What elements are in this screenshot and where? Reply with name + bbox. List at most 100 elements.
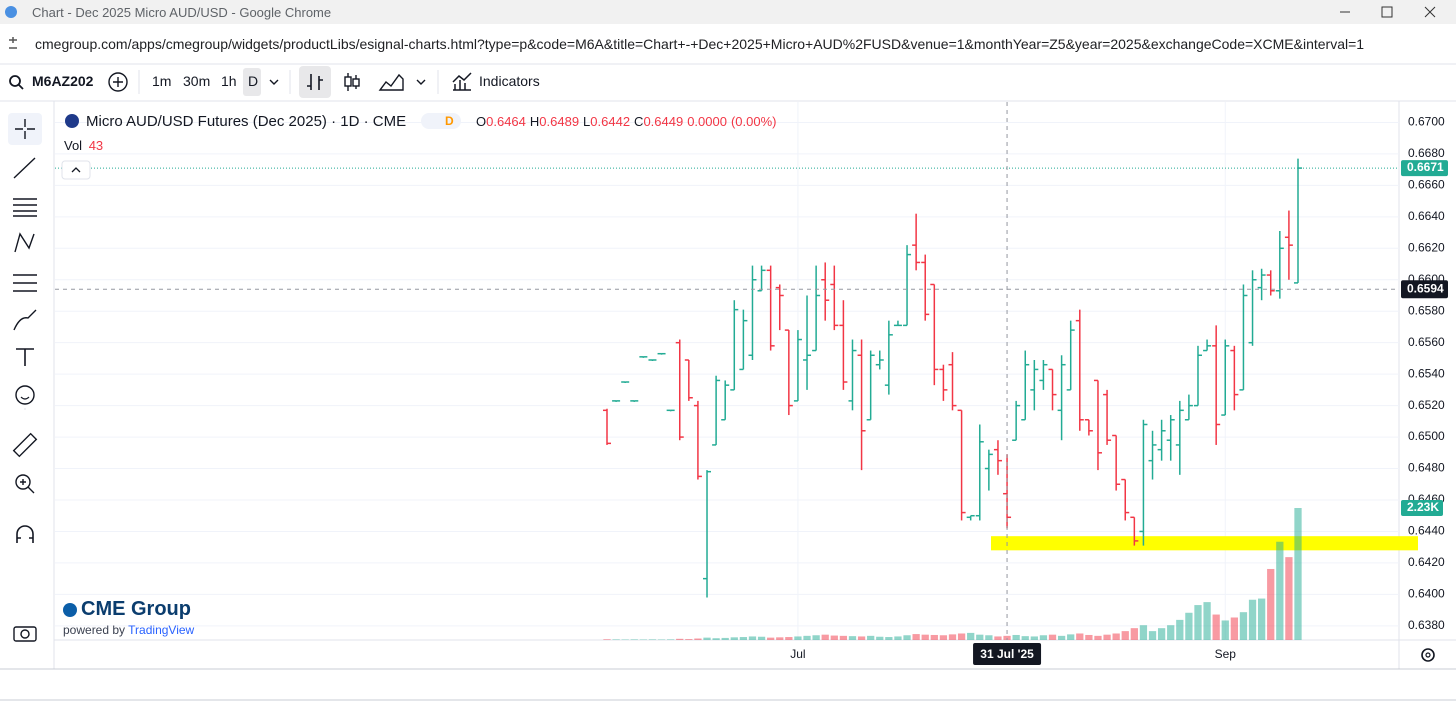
candles-icon bbox=[344, 76, 352, 87]
indicators-icon[interactable] bbox=[452, 72, 472, 91]
pattern-button[interactable] bbox=[14, 232, 35, 253]
address-bar bbox=[0, 24, 1456, 64]
interval[interactable]: 1m bbox=[152, 73, 172, 89]
compare-button[interactable] bbox=[108, 72, 128, 92]
volume-bar bbox=[1112, 633, 1120, 640]
settings-button[interactable] bbox=[1421, 648, 1435, 662]
interval[interactable]: 30m bbox=[183, 73, 211, 89]
ohlc-label: H bbox=[529, 114, 540, 129]
collapse-legend-button[interactable] bbox=[61, 160, 91, 180]
brush-button[interactable] bbox=[13, 309, 37, 331]
search-icon bbox=[18, 84, 24, 90]
volume-bar bbox=[730, 637, 738, 640]
bars-button[interactable] bbox=[299, 66, 331, 98]
volume-bar bbox=[1194, 605, 1202, 640]
y-tick-label: 0.6400 bbox=[1408, 587, 1445, 601]
volume-label: Vol bbox=[64, 138, 83, 153]
fib-button[interactable] bbox=[13, 198, 37, 217]
volume-bar bbox=[1294, 508, 1302, 640]
indicators-button[interactable]: Indicators bbox=[479, 73, 540, 89]
volume-bar bbox=[748, 636, 757, 640]
volume-bar bbox=[867, 635, 875, 640]
prediction-button[interactable] bbox=[13, 274, 37, 292]
volume-bar bbox=[1057, 635, 1066, 640]
settings-icon bbox=[1425, 652, 1431, 658]
zoom-button[interactable] bbox=[15, 474, 31, 490]
volume-bar bbox=[694, 638, 702, 640]
volume-bar bbox=[1248, 599, 1257, 640]
active-interval-bg bbox=[243, 68, 261, 96]
volume-bar bbox=[603, 639, 611, 640]
volume-bar bbox=[1148, 631, 1157, 640]
volume-bar bbox=[939, 635, 948, 640]
search-icon[interactable] bbox=[9, 75, 21, 87]
site-info-icon[interactable] bbox=[9, 37, 17, 49]
volume-bar bbox=[1130, 628, 1138, 640]
crosshair-date-label: 31 Jul '25 bbox=[980, 647, 1034, 661]
close-button[interactable] bbox=[1424, 6, 1436, 18]
volume-bar bbox=[667, 639, 675, 640]
y-tick-label: 0.6640 bbox=[1408, 209, 1445, 223]
volume-bar bbox=[830, 635, 838, 640]
volume-bar bbox=[985, 635, 993, 640]
volume-bar bbox=[1139, 625, 1148, 640]
volume-bar bbox=[776, 637, 784, 640]
cross-icon bbox=[15, 119, 35, 139]
volume-bar bbox=[1067, 634, 1075, 640]
maximize-button[interactable] bbox=[1381, 6, 1393, 18]
volume-bar bbox=[1157, 628, 1166, 640]
volume-bar bbox=[976, 634, 984, 640]
area-button[interactable] bbox=[378, 73, 404, 91]
volume-bar bbox=[912, 634, 920, 640]
provider[interactable]: TradingView bbox=[128, 623, 195, 637]
text-button[interactable] bbox=[16, 348, 34, 366]
change-pct: (0.00%) bbox=[730, 114, 777, 129]
y-tick-label: 0.6540 bbox=[1408, 366, 1445, 380]
volume-value: 43 bbox=[88, 138, 104, 153]
interval[interactable]: D bbox=[248, 73, 259, 89]
volume-bar bbox=[1048, 634, 1057, 640]
volume-bar bbox=[1076, 633, 1084, 640]
chart-type-menu[interactable] bbox=[416, 79, 426, 85]
y-tick-label: 0.6380 bbox=[1408, 618, 1445, 632]
magnet-button[interactable] bbox=[16, 525, 34, 543]
ohlc-label: C bbox=[634, 114, 644, 129]
interval[interactable]: 1h bbox=[221, 73, 237, 89]
ohlc-label: O bbox=[476, 114, 487, 129]
y-tick-label: 0.6420 bbox=[1408, 555, 1445, 569]
volume-bar bbox=[1039, 635, 1048, 640]
trendline-button[interactable] bbox=[13, 157, 36, 179]
volume-bar bbox=[1003, 635, 1011, 640]
url[interactable]: cmegroup.com/apps/cmegroup/widgets/produ… bbox=[35, 36, 1365, 52]
volume-bar bbox=[648, 639, 657, 640]
ohlc-value: 0.6489 bbox=[539, 114, 580, 129]
screenshot-button[interactable] bbox=[13, 626, 37, 642]
y-tick-label: 0.6480 bbox=[1408, 461, 1445, 475]
interval-menu[interactable] bbox=[269, 79, 279, 85]
ohlc-value: 0.6464 bbox=[486, 114, 526, 129]
ruler-button[interactable] bbox=[12, 432, 38, 458]
y-tick-label: 0.6520 bbox=[1408, 398, 1445, 412]
last-price-label: 0.6671 bbox=[1407, 160, 1444, 174]
cursor-button[interactable] bbox=[8, 113, 42, 145]
ohlc-value: 0.6449 bbox=[643, 114, 684, 129]
volume-bar bbox=[1103, 634, 1111, 640]
volume-bar bbox=[894, 636, 902, 640]
volume-bar bbox=[957, 633, 966, 640]
volume-bar bbox=[676, 638, 684, 640]
volume-bar bbox=[967, 632, 975, 640]
volume-bar bbox=[1276, 541, 1284, 640]
volume-bar bbox=[857, 636, 866, 640]
volume-tag-label: 2.23K bbox=[1407, 500, 1439, 514]
brand: CME Group bbox=[81, 598, 191, 620]
volume-bar bbox=[1285, 557, 1293, 640]
window-title: Chart - Dec 2025 Micro AUD/USD - Google … bbox=[32, 5, 332, 20]
volume-bar bbox=[885, 637, 893, 640]
emoji-button[interactable] bbox=[15, 385, 35, 405]
symbol[interactable]: M6AZ202 bbox=[32, 73, 94, 89]
volume-bar bbox=[876, 636, 884, 640]
camera-icon bbox=[20, 629, 30, 639]
volume-bar bbox=[739, 637, 748, 640]
